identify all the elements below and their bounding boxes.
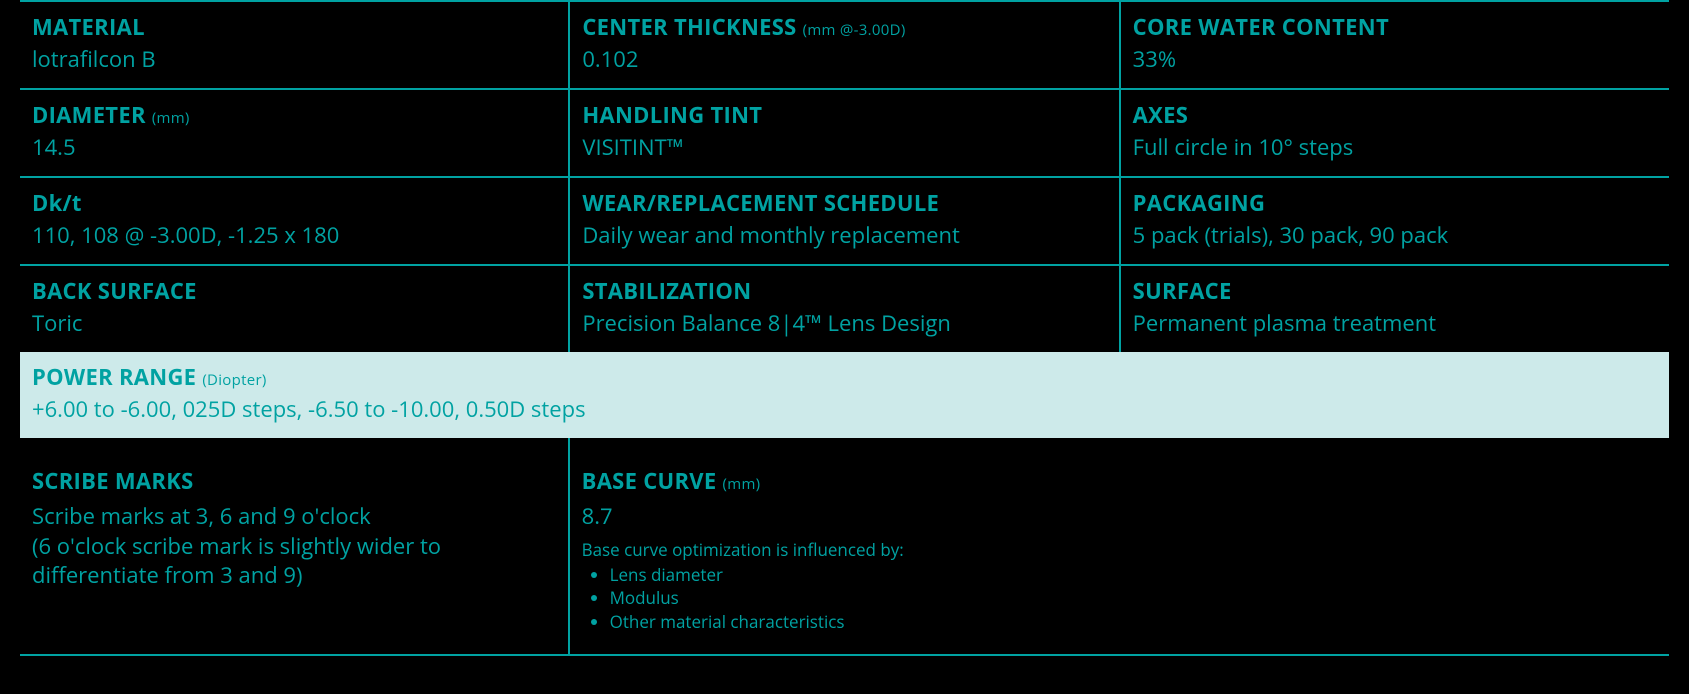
label-text: SURFACE: [1133, 276, 1232, 306]
label-sub: (mm): [723, 474, 761, 494]
spec-label: CORE WATER CONTENT: [1133, 12, 1657, 42]
spec-value: +6.00 to -6.00, 025D steps, -6.50 to -10…: [32, 394, 1657, 424]
spec-value: Permanent plasma treatment: [1133, 308, 1657, 338]
scribe-line: Scribe marks at 3, 6 and 9 o'clock: [32, 502, 556, 532]
label-text: BACK SURFACE: [32, 276, 197, 306]
spec-cell-dkt: Dk/t 110, 108 @ -3.00D, -1.25 x 180: [20, 178, 570, 264]
spec-value: 110, 108 @ -3.00D, -1.25 x 180: [32, 220, 556, 250]
spec-cell-center-thickness: CENTER THICKNESS (mm @-3.00D) 0.102: [570, 2, 1120, 88]
spec-cell-diameter: DIAMETER (mm) 14.5: [20, 90, 570, 176]
spec-label: PACKAGING: [1133, 188, 1657, 218]
spec-cell-axes: AXES Full circle in 10° steps: [1121, 90, 1669, 176]
label-text: HANDLING TINT: [582, 100, 762, 130]
list-item: Modulus: [610, 586, 1657, 610]
spec-label: SCRIBE MARKS: [32, 466, 556, 496]
spec-value: Daily wear and monthly replacement: [582, 220, 1106, 250]
spec-value: 0.102: [582, 44, 1106, 74]
spec-label: SURFACE: [1133, 276, 1657, 306]
bottom-row: SCRIBE MARKS Scribe marks at 3, 6 and 9 …: [20, 438, 1669, 654]
spec-label: Dk/t: [32, 188, 556, 218]
spec-label: MATERIAL: [32, 12, 556, 42]
bottom-rule: [20, 654, 1669, 656]
label-text: DIAMETER: [32, 100, 146, 130]
spec-cell-stabilization: STABILIZATION Precision Balance 8|4™ Len…: [570, 266, 1120, 352]
spec-value: VISITINT™: [582, 132, 1106, 162]
label-text: CENTER THICKNESS: [582, 12, 796, 42]
label-sub: (mm): [152, 108, 190, 128]
label-text: AXES: [1133, 100, 1189, 130]
scribe-line: (6 o'clock scribe mark is slightly wider…: [32, 532, 556, 562]
label-text: CORE WATER CONTENT: [1133, 12, 1389, 42]
spec-label: POWER RANGE (Diopter): [32, 362, 1657, 392]
spec-value: Toric: [32, 308, 556, 338]
spec-table: MATERIAL lotrafilcon B CENTER THICKNESS …: [0, 0, 1689, 656]
scribe-line: differentiate from 3 and 9): [32, 561, 556, 591]
label-text: BASE CURVE: [582, 466, 717, 496]
spec-label: STABILIZATION: [582, 276, 1106, 306]
spec-row: DIAMETER (mm) 14.5 HANDLING TINT VISITIN…: [20, 88, 1669, 176]
label-text: SCRIBE MARKS: [32, 466, 194, 496]
label-text: POWER RANGE: [32, 362, 196, 392]
spec-cell-core-water: CORE WATER CONTENT 33%: [1121, 2, 1669, 88]
spec-cell-scribe-marks: SCRIBE MARKS Scribe marks at 3, 6 and 9 …: [20, 438, 570, 654]
base-curve-note: Base curve optimization is influenced by…: [582, 538, 1657, 561]
list-item: Lens diameter: [610, 563, 1657, 587]
spec-value: 33%: [1133, 44, 1657, 74]
spec-row: BACK SURFACE Toric STABILIZATION Precisi…: [20, 264, 1669, 352]
spec-row: MATERIAL lotrafilcon B CENTER THICKNESS …: [20, 0, 1669, 88]
label-sub: (mm @-3.00D): [803, 20, 906, 40]
spec-cell-packaging: PACKAGING 5 pack (trials), 30 pack, 90 p…: [1121, 178, 1669, 264]
spec-value: 8.7: [582, 502, 1657, 532]
label-text: STABILIZATION: [582, 276, 751, 306]
spec-value: Precision Balance 8|4™ Lens Design: [582, 308, 1106, 338]
spec-label: AXES: [1133, 100, 1657, 130]
label-text: PACKAGING: [1133, 188, 1266, 218]
spec-value: 14.5: [32, 132, 556, 162]
spec-cell-base-curve: BASE CURVE (mm) 8.7 Base curve optimizat…: [570, 438, 1669, 654]
spec-label: DIAMETER (mm): [32, 100, 556, 130]
spec-label: HANDLING TINT: [582, 100, 1106, 130]
label-text: MATERIAL: [32, 12, 145, 42]
spec-label: BACK SURFACE: [32, 276, 556, 306]
spec-label: BASE CURVE (mm): [582, 466, 1657, 496]
spec-cell-handling-tint: HANDLING TINT VISITINT™: [570, 90, 1120, 176]
spec-cell-back-surface: BACK SURFACE Toric: [20, 266, 570, 352]
label-text: Dk/t: [32, 188, 82, 218]
spec-cell-material: MATERIAL lotrafilcon B: [20, 2, 570, 88]
label-text: WEAR/REPLACEMENT SCHEDULE: [582, 188, 939, 218]
spec-value: 5 pack (trials), 30 pack, 90 pack: [1133, 220, 1657, 250]
spec-value: Scribe marks at 3, 6 and 9 o'clock (6 o'…: [32, 502, 556, 591]
power-range-row: POWER RANGE (Diopter) +6.00 to -6.00, 02…: [20, 352, 1669, 438]
spec-cell-surface: SURFACE Permanent plasma treatment: [1121, 266, 1669, 352]
spec-label: CENTER THICKNESS (mm @-3.00D): [582, 12, 1106, 42]
spec-cell-power-range: POWER RANGE (Diopter) +6.00 to -6.00, 02…: [20, 352, 1669, 438]
list-item: Other material characteristics: [610, 610, 1657, 634]
base-curve-bullet-list: Lens diameter Modulus Other material cha…: [610, 563, 1657, 634]
spec-label: WEAR/REPLACEMENT SCHEDULE: [582, 188, 1106, 218]
spec-value: lotrafilcon B: [32, 44, 556, 74]
spec-value: Full circle in 10° steps: [1133, 132, 1657, 162]
spec-row: Dk/t 110, 108 @ -3.00D, -1.25 x 180 WEAR…: [20, 176, 1669, 264]
label-sub: (Diopter): [202, 370, 266, 390]
spec-cell-wear-schedule: WEAR/REPLACEMENT SCHEDULE Daily wear and…: [570, 178, 1120, 264]
